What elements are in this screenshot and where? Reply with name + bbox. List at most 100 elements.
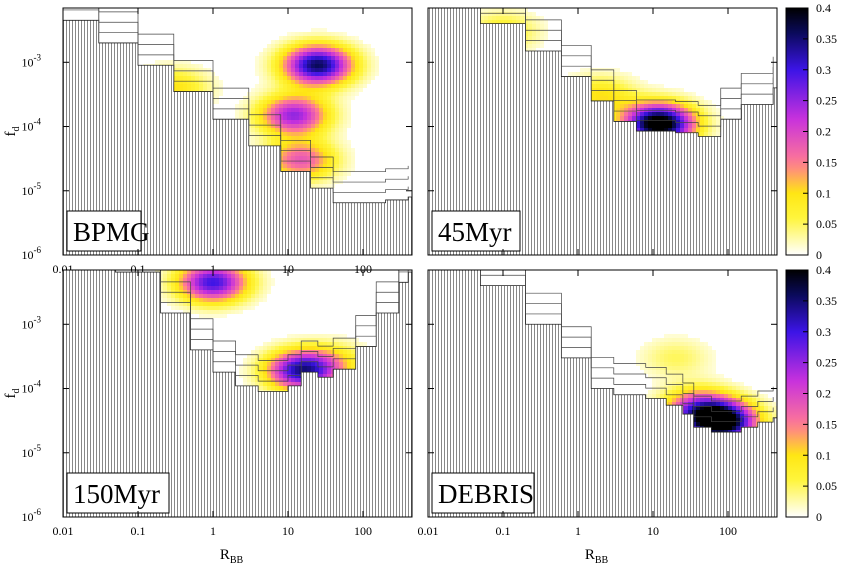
density-cell: [251, 306, 255, 310]
density-cell: [604, 76, 608, 80]
density-cell: [544, 24, 548, 28]
density-cell: [295, 382, 299, 386]
density-cell: [327, 48, 331, 52]
density-cell: [235, 278, 239, 282]
density-cell: [355, 52, 359, 56]
density-cell: [291, 358, 295, 362]
density-cell: [343, 136, 347, 140]
density-cell: [239, 112, 243, 116]
density-cell: [355, 84, 359, 88]
density-cell: [231, 302, 235, 306]
density-cell: [307, 92, 311, 96]
density-cell: [267, 112, 271, 116]
density-cell: [303, 48, 307, 52]
density-cell: [203, 72, 207, 76]
density-cell: [375, 68, 379, 72]
density-cell: [327, 370, 331, 374]
density-cell: [648, 374, 652, 378]
density-cell: [279, 350, 283, 354]
density-cell: [620, 84, 624, 88]
density-cell: [684, 370, 688, 374]
density-cell: [235, 306, 239, 310]
density-cell: [275, 338, 279, 342]
density-cell: [488, 20, 492, 24]
density-cell: [335, 176, 339, 180]
density-cell: [251, 116, 255, 120]
x-tick-label: 1: [210, 262, 216, 276]
density-cell: [636, 76, 640, 80]
density-cell: [299, 68, 303, 72]
density-cell: [672, 338, 676, 342]
density-cell: [231, 282, 235, 286]
density-cell: [263, 72, 267, 76]
density-cell: [724, 378, 728, 382]
density-cell: [319, 76, 323, 80]
density-cell: [680, 386, 684, 390]
density-cell: [255, 68, 259, 72]
density-cell: [351, 156, 355, 160]
density-cell: [215, 96, 219, 100]
density-cell: [223, 314, 227, 318]
density-cell: [363, 60, 367, 64]
density-cell: [339, 56, 343, 60]
density-cell: [331, 56, 335, 60]
density-cell: [235, 302, 239, 306]
density-cell: [347, 354, 351, 358]
density-cell: [359, 48, 363, 52]
density-cell: [227, 306, 231, 310]
density-cell: [299, 144, 303, 148]
density-cell: [275, 92, 279, 96]
density-cell: [159, 270, 163, 274]
density-cell: [708, 350, 712, 354]
density-cell: [335, 140, 339, 144]
density-cell: [199, 64, 203, 68]
density-cell: [287, 108, 291, 112]
density-cell: [291, 36, 295, 40]
density-cell: [287, 32, 291, 36]
density-cell: [243, 270, 247, 274]
density-cell: [243, 366, 247, 370]
density-cell: [351, 40, 355, 44]
density-cell: [319, 366, 323, 370]
density-cell: [263, 362, 267, 366]
density-cell: [335, 116, 339, 120]
density-cell: [187, 68, 191, 72]
density-cell: [359, 88, 363, 92]
density-cell: [339, 116, 343, 120]
density-cell: [660, 92, 664, 96]
density-cell: [355, 80, 359, 84]
density-cell: [339, 342, 343, 346]
density-cell: [343, 80, 347, 84]
density-cell: [191, 298, 195, 302]
density-cell: [303, 116, 307, 120]
density-cell: [271, 104, 275, 108]
density-cell: [315, 56, 319, 60]
density-cell: [664, 362, 668, 366]
density-cell: [255, 286, 259, 290]
density-cell: [287, 156, 291, 160]
density-cell: [628, 84, 632, 88]
density-cell: [299, 160, 303, 164]
density-cell: [668, 394, 672, 398]
density-cell: [295, 342, 299, 346]
density-cell: [275, 382, 279, 386]
density-cell: [271, 72, 275, 76]
density-cell: [307, 160, 311, 164]
density-cell: [696, 346, 700, 350]
density-cell: [275, 104, 279, 108]
density-cell: [307, 152, 311, 156]
density-cell: [652, 92, 656, 96]
density-cell: [668, 366, 672, 370]
density-cell: [255, 354, 259, 358]
density-cell: [480, 20, 484, 24]
density-cell: [700, 358, 704, 362]
y-tick-label: 10-3: [22, 52, 42, 69]
density-cell: [700, 132, 704, 136]
density-cell: [524, 16, 528, 20]
density-cell: [311, 88, 315, 92]
density-cell: [604, 92, 608, 96]
density-cell: [255, 374, 259, 378]
density-cell: [195, 298, 199, 302]
density-cell: [339, 172, 343, 176]
density-cell: [664, 128, 668, 132]
